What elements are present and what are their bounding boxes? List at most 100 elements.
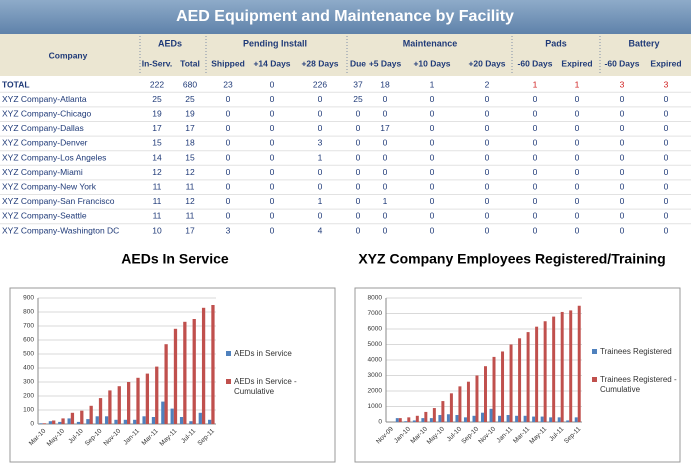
table-cell: 0 [575, 138, 580, 148]
table-cell: 0 [575, 167, 580, 177]
chart-frame [9, 287, 336, 463]
table-cell: 0 [270, 181, 275, 191]
table-cell: 17 [380, 123, 390, 133]
table-cell: 0 [620, 108, 625, 118]
table-cell: 0 [664, 167, 669, 177]
table-cell: 0 [226, 181, 231, 191]
company-name: XYZ Company-Dallas [2, 123, 84, 133]
table-cell: 0 [430, 211, 435, 221]
bar [421, 418, 425, 422]
table-cell: 0 [430, 108, 435, 118]
table-cell: 0 [356, 196, 361, 206]
table-cell: 0 [485, 211, 490, 221]
legend-swatch [226, 351, 231, 356]
table-cell: 0 [430, 138, 435, 148]
y-tick-label: 200 [23, 393, 34, 400]
bar [543, 321, 547, 422]
table-cell: 0 [270, 108, 275, 118]
table-cell: 0 [270, 211, 275, 221]
table-cell: 0 [318, 167, 323, 177]
table-cell: 0 [318, 123, 323, 133]
table-cell: 0 [430, 225, 435, 235]
table-cell: 25 [185, 94, 195, 104]
bar [117, 386, 121, 424]
table-cell: 25 [353, 94, 363, 104]
table-cell: 0 [664, 211, 669, 221]
table-cell: 0 [383, 138, 388, 148]
y-tick-label: 400 [23, 365, 34, 372]
bar [142, 416, 146, 424]
table-cell: 3 [318, 138, 323, 148]
bar [481, 412, 484, 422]
table-cell: 0 [620, 138, 625, 148]
table-cell: 0 [485, 181, 490, 191]
column-header: +10 Days [413, 58, 450, 68]
table-cell: 11 [153, 211, 162, 221]
bar [463, 417, 467, 422]
table-cell: 0 [270, 94, 275, 104]
page-title: AED Equipment and Maintenance by Facilit… [176, 8, 514, 25]
bar [198, 412, 202, 424]
bar [518, 338, 522, 422]
bar [161, 401, 165, 424]
table-cell: 14 [152, 152, 162, 162]
bar [489, 408, 493, 422]
table-cell: 0 [430, 181, 435, 191]
column-header: Company [49, 50, 88, 60]
table-cell: 1 [575, 79, 580, 89]
company-name: XYZ Company-Seattle [2, 211, 87, 221]
y-tick-label: 600 [23, 337, 34, 344]
table-cell: 0 [533, 108, 538, 118]
company-name: XYZ Company-New York [2, 181, 97, 191]
table-cell: 0 [533, 94, 538, 104]
table-cell: 0 [226, 167, 231, 177]
bar [39, 423, 43, 424]
company-name: XYZ Company-Denver [2, 138, 88, 148]
table-cell: 0 [664, 225, 669, 235]
company-name: XYZ Company-Chicago [2, 108, 92, 118]
y-tick-label: 700 [23, 323, 34, 330]
table-cell: 0 [664, 196, 669, 206]
table-cell: 17 [185, 123, 195, 133]
table-cell: 0 [318, 211, 323, 221]
table-header-bg [0, 34, 691, 76]
table-cell: 226 [313, 79, 327, 89]
table-cell: 0 [270, 225, 275, 235]
table-cell: 0 [533, 181, 538, 191]
bar [526, 332, 530, 422]
bar [86, 419, 90, 424]
table-cell: 0 [430, 167, 435, 177]
table-cell: 0 [664, 152, 669, 162]
table-cell: 37 [353, 79, 363, 89]
table-cell: 19 [185, 108, 195, 118]
bar [127, 382, 131, 424]
table-cell: 11 [153, 181, 162, 191]
table-cell: 11 [186, 211, 195, 221]
table-cell: 15 [185, 152, 195, 162]
y-tick-label: 900 [23, 295, 34, 302]
bar [61, 418, 65, 424]
table-cell: 0 [270, 138, 275, 148]
table-cell: 3 [226, 225, 231, 235]
bar [569, 310, 573, 422]
table-cell: 0 [575, 181, 580, 191]
table-cell: 0 [533, 167, 538, 177]
bar [70, 412, 75, 424]
column-header: +28 Days [301, 58, 338, 68]
table-cell: 0 [575, 123, 580, 133]
table-cell: 0 [318, 108, 323, 118]
table-cell: 0 [533, 211, 538, 221]
bar [395, 418, 399, 422]
column-header: +5 Days [369, 58, 402, 68]
bar [560, 311, 564, 422]
table-cell: 0 [533, 138, 538, 148]
y-tick-label: 100 [23, 407, 34, 414]
bar [492, 356, 496, 422]
table-cell: 0 [226, 94, 231, 104]
bar [123, 419, 127, 424]
legend-label: AEDs in Service - Cumulative [234, 377, 297, 396]
bar [407, 417, 411, 422]
table-cell: 0 [383, 152, 388, 162]
company-name: XYZ Company-San Francisco [2, 196, 115, 206]
